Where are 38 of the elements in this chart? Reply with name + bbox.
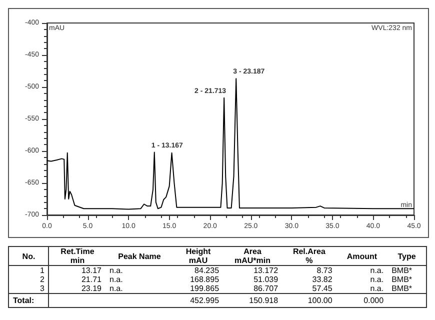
text: 57.45 [312, 284, 332, 293]
text: 199.865 [190, 284, 220, 293]
text: 51.039 [254, 275, 278, 284]
category-label: No. [21, 252, 36, 260]
category-label: Type [396, 252, 417, 260]
text: 100.00 [308, 296, 332, 305]
category-label: Amount [346, 252, 378, 260]
text: n.a. [110, 284, 123, 293]
category-label: Area mAU*min [234, 247, 272, 265]
text: BMB* [392, 275, 412, 284]
category-label: Ret.Time min [60, 247, 96, 265]
text: 452.995 [190, 296, 220, 305]
text: BMB* [392, 266, 412, 275]
text: 1 [40, 266, 44, 275]
text: n.a. [370, 284, 384, 293]
text: 13.172 [254, 266, 278, 275]
category-label: Height mAU [184, 247, 212, 265]
text: n.a. [110, 275, 123, 284]
text: 23.19 [81, 284, 102, 293]
category-label: Peak Name [117, 252, 162, 260]
text: 2 [40, 275, 44, 284]
text: 0.000 [364, 296, 384, 305]
text: 150.918 [249, 296, 278, 305]
text: 13.17 [81, 266, 102, 275]
text: n.a. [370, 266, 384, 275]
text: 86.707 [254, 284, 278, 293]
text: 8.73 [316, 266, 332, 275]
text: 84.235 [194, 266, 220, 275]
text: n.a. [110, 266, 123, 275]
text: Total: [13, 296, 34, 305]
text: 168.895 [190, 275, 220, 284]
text: n.a. [370, 275, 384, 284]
text: 3 [40, 284, 44, 293]
text: 21.71 [81, 275, 102, 284]
text: 33.82 [312, 275, 332, 284]
category-label: Rel.Area % [292, 247, 326, 265]
line-series [46, 78, 414, 210]
text: BMB* [392, 284, 412, 293]
